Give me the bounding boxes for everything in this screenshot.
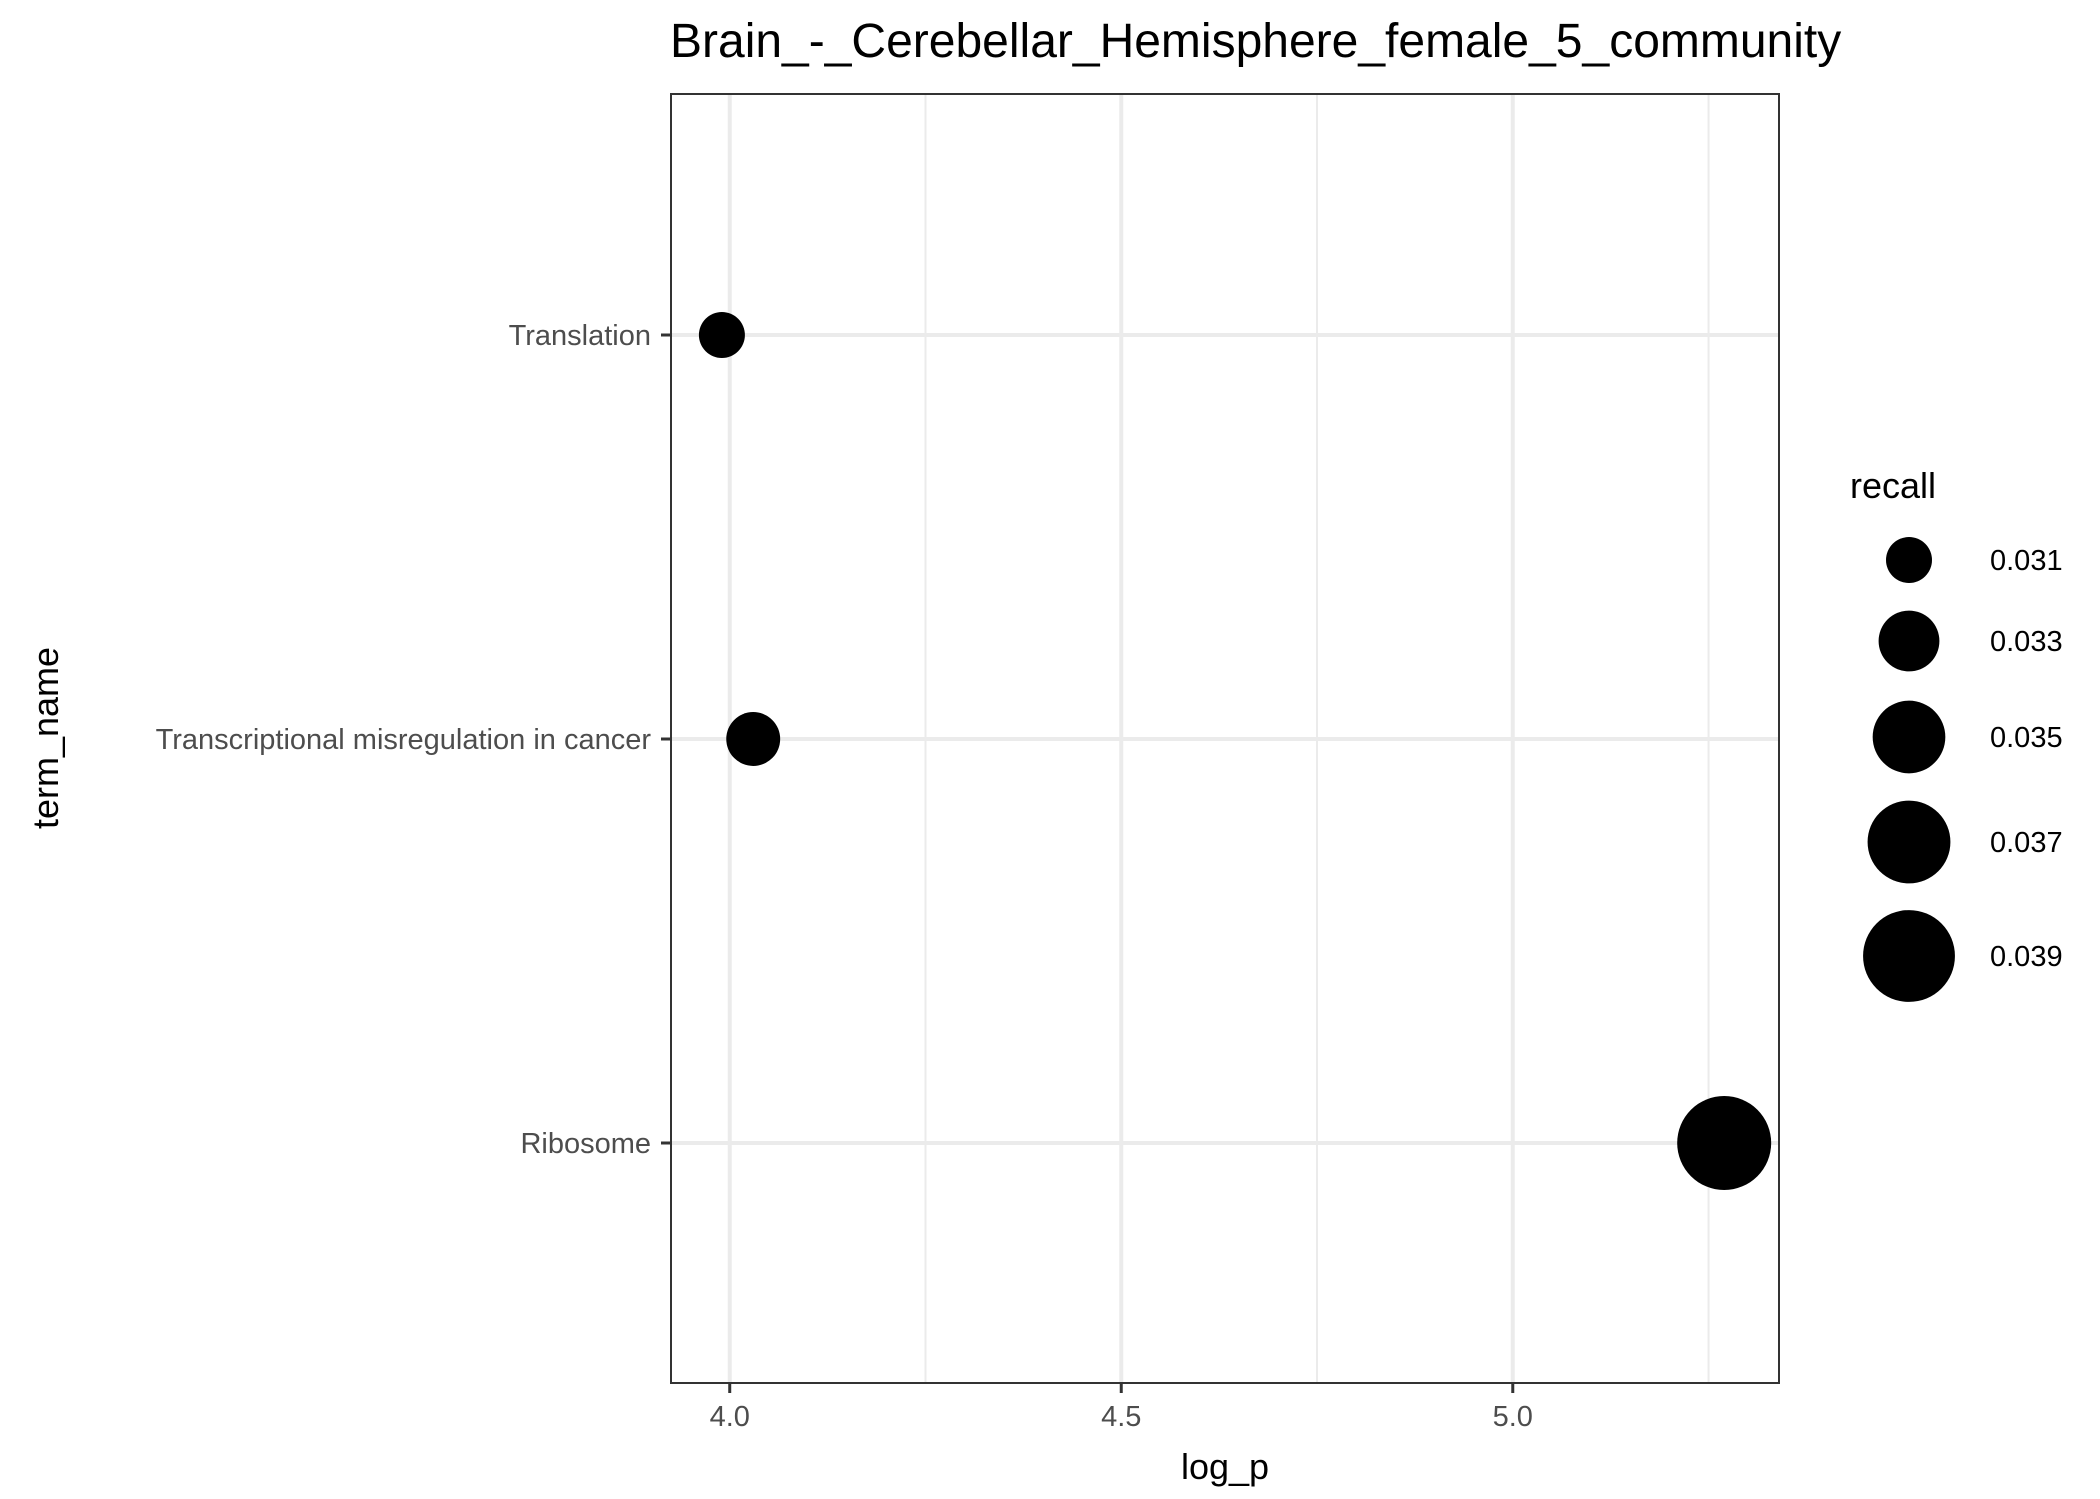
y-tick-label: Translation: [509, 320, 651, 352]
legend-key-circle: [1886, 537, 1932, 583]
x-tick-label: 4.5: [1101, 1401, 1141, 1433]
y-axis-title: term_name: [25, 647, 66, 829]
legend-key-circle: [1878, 610, 1940, 672]
size-legend: recall 0.031 0.033 0.035 0.037 0.039: [1850, 465, 2063, 1002]
legend-label: 0.037: [1990, 827, 2063, 859]
y-tick-label: Transcriptional misregulation in cancer: [156, 724, 652, 756]
legend-title: recall: [1850, 465, 1936, 506]
legend-key-circle: [1872, 700, 1946, 774]
data-point: [1677, 1096, 1772, 1190]
legend-key-circle: [1867, 800, 1951, 884]
data-point: [726, 712, 781, 766]
legend-items: 0.031 0.033 0.035 0.037 0.039: [1863, 537, 2063, 1002]
chart-title: Brain_-_Cerebellar_Hemisphere_female_5_c…: [670, 15, 1841, 68]
x-axis: 4.0 4.5 5.0: [710, 1383, 1533, 1433]
data-point: [698, 312, 745, 358]
x-tick-label: 5.0: [1493, 1401, 1533, 1433]
data-points: [698, 312, 1772, 1190]
legend-label: 0.033: [1990, 626, 2063, 658]
legend-key-circle: [1863, 910, 1955, 1002]
y-axis: Translation Transcriptional misregulation…: [156, 320, 671, 1160]
y-tick-label: Ribosome: [520, 1128, 651, 1160]
legend-label: 0.039: [1990, 941, 2063, 973]
legend-label: 0.035: [1990, 722, 2063, 754]
grid-lines: [671, 94, 1779, 1383]
x-tick-label: 4.0: [710, 1401, 750, 1433]
legend-label: 0.031: [1990, 545, 2063, 577]
x-axis-title: log_p: [1181, 1446, 1269, 1487]
